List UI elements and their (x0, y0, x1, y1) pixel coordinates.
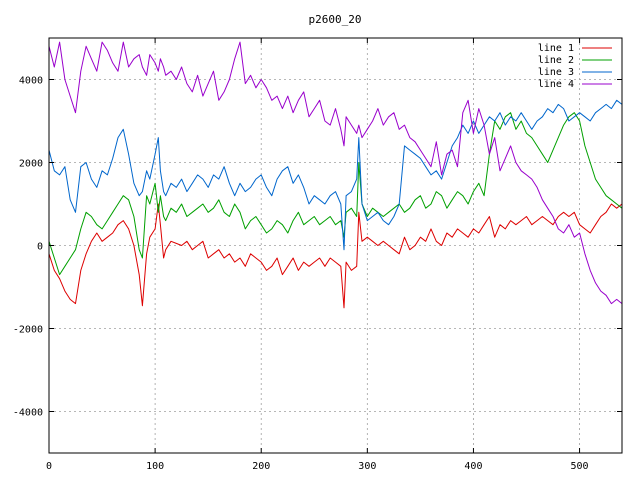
series-line-4 (48, 41, 623, 305)
x-tick-label: 500 (571, 461, 589, 472)
y-tick-label: 4000 (19, 76, 43, 87)
legend-label: line 4 (538, 79, 574, 90)
legend-label: line 3 (538, 67, 574, 78)
axis-ticks: 0 100 200 300 400 500 -4000 -2000 0 2000 4000 (13, 38, 622, 472)
chart-title: p2600_20 (309, 13, 362, 26)
x-tick-label: 400 (464, 461, 482, 472)
y-tick-label: -4000 (13, 408, 43, 419)
y-tick-label: -2000 (13, 325, 43, 336)
grid-lines (49, 38, 622, 453)
y-tick-label: 0 (37, 242, 43, 253)
series-line-3 (48, 99, 623, 251)
series-lines (48, 41, 623, 309)
y-tick-label: 2000 (19, 159, 43, 170)
legend-label: line 1 (538, 43, 574, 54)
x-tick-label: 300 (358, 461, 376, 472)
legend-label: line 2 (538, 55, 574, 66)
series-line-2 (48, 112, 623, 276)
x-tick-label: 0 (46, 461, 52, 472)
x-tick-label: 200 (252, 461, 270, 472)
series-line-1 (48, 203, 623, 309)
x-tick-label: 100 (146, 461, 164, 472)
